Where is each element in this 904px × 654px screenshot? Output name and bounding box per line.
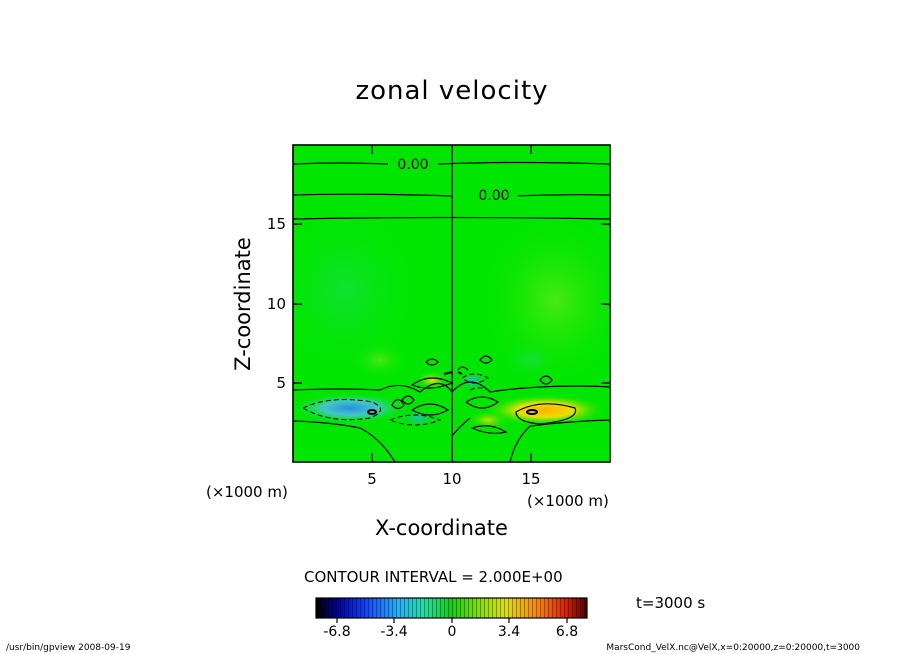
y-tick-label: 5 (276, 374, 286, 392)
x-axis-label: X-coordinate (375, 516, 508, 540)
negative-contours (301, 373, 491, 426)
y-unit-label: (×1000 m) (527, 492, 609, 510)
contour-label: 0.00 (388, 157, 438, 173)
time-label: t=3000 s (636, 594, 706, 612)
colorbar-tick-label: -3.4 (380, 624, 408, 640)
x-unit-label: (×1000 m) (206, 483, 288, 501)
colorbar-tick-label: 3.4 (497, 624, 521, 640)
x-tick-label: 15 (521, 470, 541, 488)
footer-left: /usr/bin/gpview 2008-09-19 (6, 643, 131, 653)
x-tick-label: 5 (367, 470, 377, 488)
x-tick-label: 10 (442, 470, 462, 488)
strong-contours (367, 371, 538, 415)
axis-ticks (293, 145, 610, 462)
colorbar-tick-label: 0 (447, 624, 457, 640)
contour-interval-text: CONTOUR INTERVAL = 2.000E+00 (304, 568, 563, 586)
y-axis-label: Z-coordinate (231, 237, 255, 371)
colorbar-ticks (336, 618, 568, 623)
colorbar-tick-label: -6.8 (323, 624, 351, 640)
contour-label: 0.00 (470, 188, 518, 204)
field-shading (293, 145, 610, 462)
footer-right: MarsCond_VelX.nc@VelX,x=0:20000,z=0:2000… (606, 643, 860, 653)
y-tick-label: 15 (266, 215, 286, 233)
chart-title: zonal velocity (355, 76, 549, 106)
colorbar-tick-label: 6.8 (555, 624, 579, 640)
colorbar-levels (316, 598, 587, 618)
y-tick-label: 10 (266, 295, 286, 313)
